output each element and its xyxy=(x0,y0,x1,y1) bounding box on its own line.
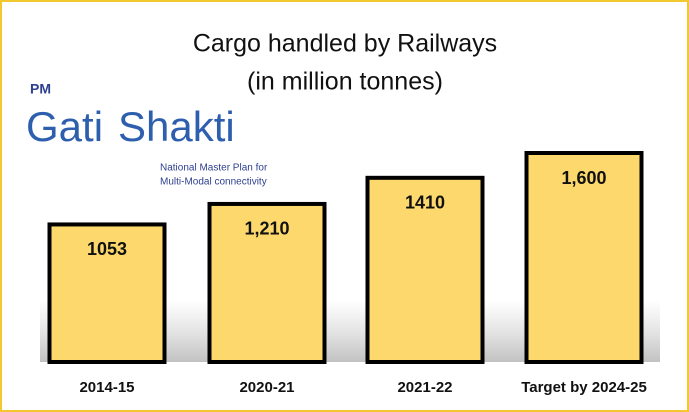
chart-subtitle: (in million tonnes) xyxy=(247,68,443,96)
x-tick-label: 2021-22 xyxy=(397,379,452,396)
logo-tagline: National Master Plan for xyxy=(160,163,268,174)
value-label: 1410 xyxy=(405,193,445,213)
value-label: 1,600 xyxy=(561,168,606,188)
logo-prefix: PM xyxy=(30,81,51,97)
chart-title: Cargo handled by Railways xyxy=(193,30,497,58)
logo-tagline: Multi-Modal connectivity xyxy=(160,177,267,188)
x-tick-label: Target by 2024-25 xyxy=(521,379,647,396)
bar xyxy=(47,222,167,364)
bar xyxy=(207,201,327,364)
value-label: 1,210 xyxy=(244,219,289,239)
bar xyxy=(365,175,485,364)
logo: PM Gati Shakti National Master Plan for … xyxy=(26,81,268,188)
x-tick-label: 2020-21 xyxy=(239,379,294,396)
logo-name: Gati xyxy=(26,103,103,150)
bar xyxy=(524,151,644,364)
logo-name: Shakti xyxy=(118,103,235,150)
value-label: 1053 xyxy=(87,239,127,259)
x-tick-label: 2014-15 xyxy=(79,379,134,396)
